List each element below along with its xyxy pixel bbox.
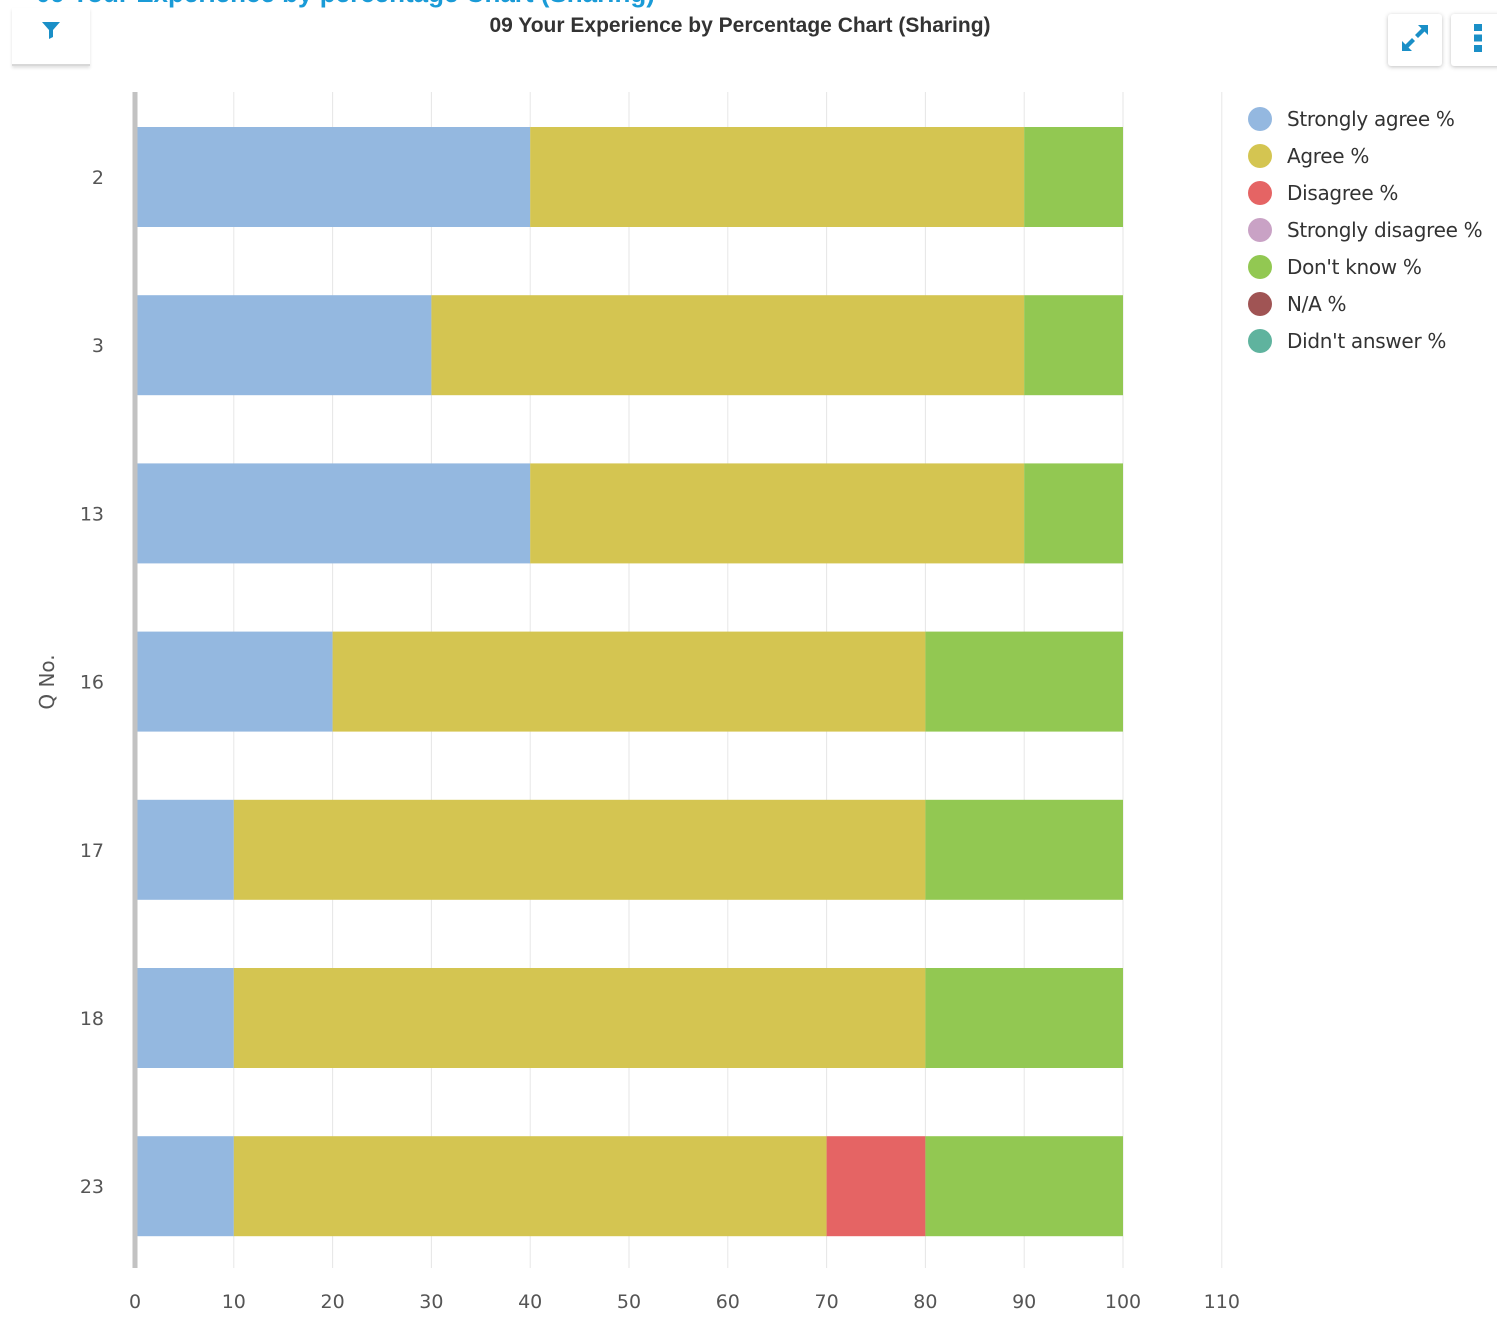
more-menu-button[interactable] [1451, 14, 1497, 66]
x-tick-label: 80 [913, 1291, 937, 1313]
bar-segment[interactable] [233, 1136, 827, 1237]
bar-segment[interactable] [925, 799, 1123, 900]
header-strip: 09 Your Experience by percentage Chart (… [0, 0, 1497, 8]
page-title-partial: 09 Your Experience by percentage Chart (… [36, 0, 655, 8]
legend-swatch [1248, 217, 1272, 242]
x-tick-label: 100 [1105, 1291, 1141, 1313]
legend-swatch [1248, 143, 1272, 168]
bar-segment[interactable] [233, 799, 926, 900]
legend-item[interactable]: Disagree % [1248, 174, 1482, 211]
more-vertical-icon [1473, 23, 1483, 58]
x-tick-label: 10 [222, 1291, 246, 1313]
x-tick-label: 90 [1012, 1291, 1036, 1313]
bar-segment[interactable] [135, 295, 432, 396]
legend-label: Strongly agree % [1287, 106, 1455, 131]
bar-segment[interactable] [135, 463, 531, 564]
y-tick-label: 18 [80, 1008, 104, 1030]
bar-segment[interactable] [332, 631, 926, 732]
bar-segment[interactable] [1024, 463, 1123, 564]
filter-button[interactable] [12, 8, 90, 66]
bar-segment[interactable] [135, 631, 333, 732]
x-tick-label: 70 [815, 1291, 839, 1313]
legend-label: Don't know % [1287, 254, 1422, 279]
x-tick-label: 50 [617, 1291, 641, 1313]
legend-swatch [1248, 180, 1272, 205]
bar-segment[interactable] [1024, 295, 1123, 396]
legend-label: Disagree % [1287, 180, 1399, 205]
y-tick-label: 23 [80, 1176, 104, 1198]
bar-segment[interactable] [530, 127, 1025, 227]
x-tick-label: 0 [129, 1291, 141, 1313]
y-tick-label: 17 [80, 840, 104, 862]
bar-segment[interactable] [925, 631, 1123, 732]
y-tick-label: 16 [80, 672, 104, 694]
y-tick-label: 13 [80, 503, 104, 525]
bar-segment[interactable] [431, 295, 1025, 396]
legend-label: Didn't answer % [1287, 328, 1447, 353]
chart-title: 09 Your Experience by Percentage Chart (… [489, 14, 991, 37]
chart-legend: Strongly agree % Agree % Disagree % Strongl… [1248, 100, 1483, 359]
legend-item[interactable]: Didn't answer % [1248, 322, 1482, 359]
bar-segment[interactable] [135, 968, 234, 1068]
bar-segment[interactable] [925, 1136, 1123, 1237]
legend-item[interactable]: Don't know % [1248, 248, 1482, 285]
bars [135, 127, 1123, 1237]
expand-button[interactable] [1388, 14, 1442, 66]
legend-item[interactable]: Agree % [1248, 137, 1482, 174]
x-tick-label: 110 [1204, 1291, 1240, 1313]
bar-segment[interactable] [135, 127, 531, 227]
bar-segment[interactable] [233, 968, 926, 1068]
y-axis-title: Q No. [35, 654, 59, 709]
x-tick-label: 30 [419, 1291, 443, 1313]
legend-label: Agree % [1287, 143, 1370, 168]
bar-segment[interactable] [1024, 127, 1123, 227]
bar-segment[interactable] [135, 1136, 234, 1237]
x-tick-label: 60 [716, 1291, 740, 1313]
expand-icon [1398, 21, 1432, 60]
legend-label: Strongly disagree % [1287, 217, 1483, 242]
legend-swatch [1248, 291, 1272, 316]
legend-item[interactable]: Strongly disagree % [1248, 211, 1483, 248]
x-tick-label: 40 [518, 1291, 542, 1313]
y-tick-label: 2 [92, 167, 104, 189]
x-tick-label: 20 [321, 1291, 345, 1313]
legend-label: N/A % [1287, 291, 1347, 316]
legend-swatch [1248, 328, 1272, 353]
bar-segment[interactable] [826, 1136, 926, 1237]
legend-swatch [1248, 254, 1272, 279]
legend-item[interactable]: Strongly agree % [1248, 100, 1482, 137]
legend-swatch [1248, 106, 1272, 131]
legend-item[interactable]: N/A % [1248, 285, 1482, 322]
y-tick-label: 3 [92, 335, 104, 357]
bar-segment[interactable] [135, 799, 234, 900]
bar-segment[interactable] [530, 463, 1025, 564]
bar-segment[interactable] [925, 968, 1123, 1068]
filter-icon [41, 20, 61, 45]
